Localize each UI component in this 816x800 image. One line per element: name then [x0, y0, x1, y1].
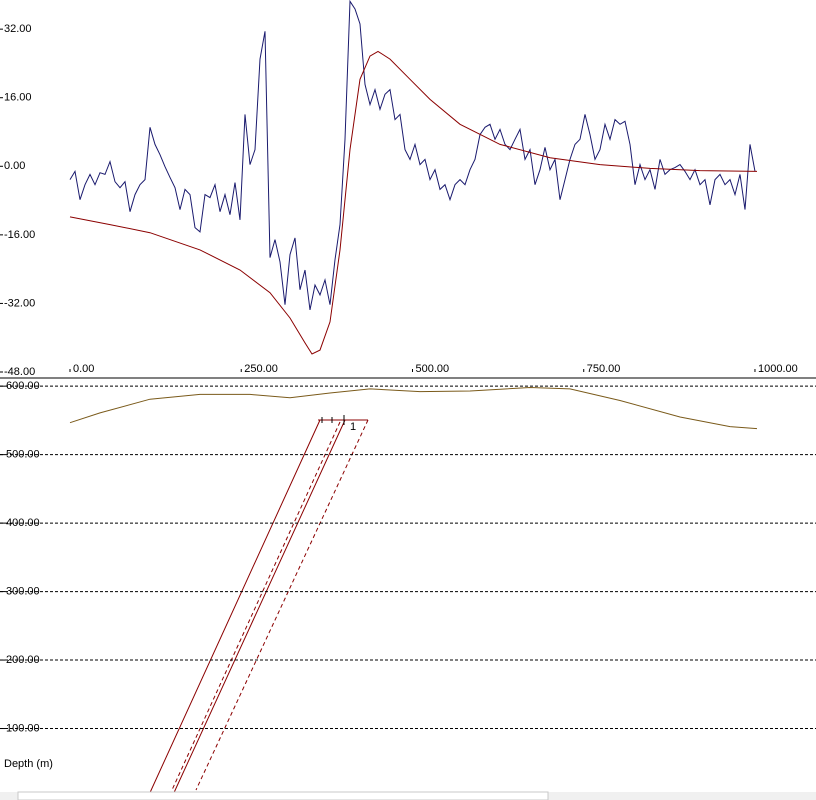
scroll-thumb[interactable]: [17, 791, 549, 800]
y-tick-label: 16.00: [4, 92, 32, 104]
x-tick-label: 250.00: [244, 363, 278, 375]
y-tick-label: 0.00: [4, 160, 25, 172]
body-edge: [147, 419, 346, 798]
axis-label: Depth (m): [4, 758, 53, 770]
scrollbar[interactable]: [0, 791, 816, 800]
y-tick-label: -16.00: [4, 229, 35, 241]
y-tick-label: 600.00: [6, 380, 40, 392]
data-line: [69, 0, 756, 310]
body-model: [147, 415, 369, 798]
y-tick-label: -48.00: [4, 366, 35, 378]
y-tick-label: 300.00: [6, 585, 40, 597]
x-tick-label: 0.00: [73, 363, 94, 375]
data-line: [69, 50, 758, 355]
y-tick-label: 400.00: [6, 517, 40, 529]
y-tick-label: -32.00: [4, 297, 35, 309]
body-label: 1: [350, 421, 356, 433]
x-tick-label: 750.00: [587, 363, 621, 375]
y-tick-label: 200.00: [6, 654, 40, 666]
body-edge-dashed: [171, 419, 369, 791]
x-tick-label: 1000.00: [758, 363, 798, 375]
x-tick-label: 500.00: [415, 363, 449, 375]
body-marker: [321, 415, 345, 425]
y-tick-label: 100.00: [6, 722, 40, 734]
data-line: [69, 386, 758, 430]
y-tick-label: 500.00: [6, 449, 40, 461]
y-tick-label: 32.00: [4, 23, 32, 35]
